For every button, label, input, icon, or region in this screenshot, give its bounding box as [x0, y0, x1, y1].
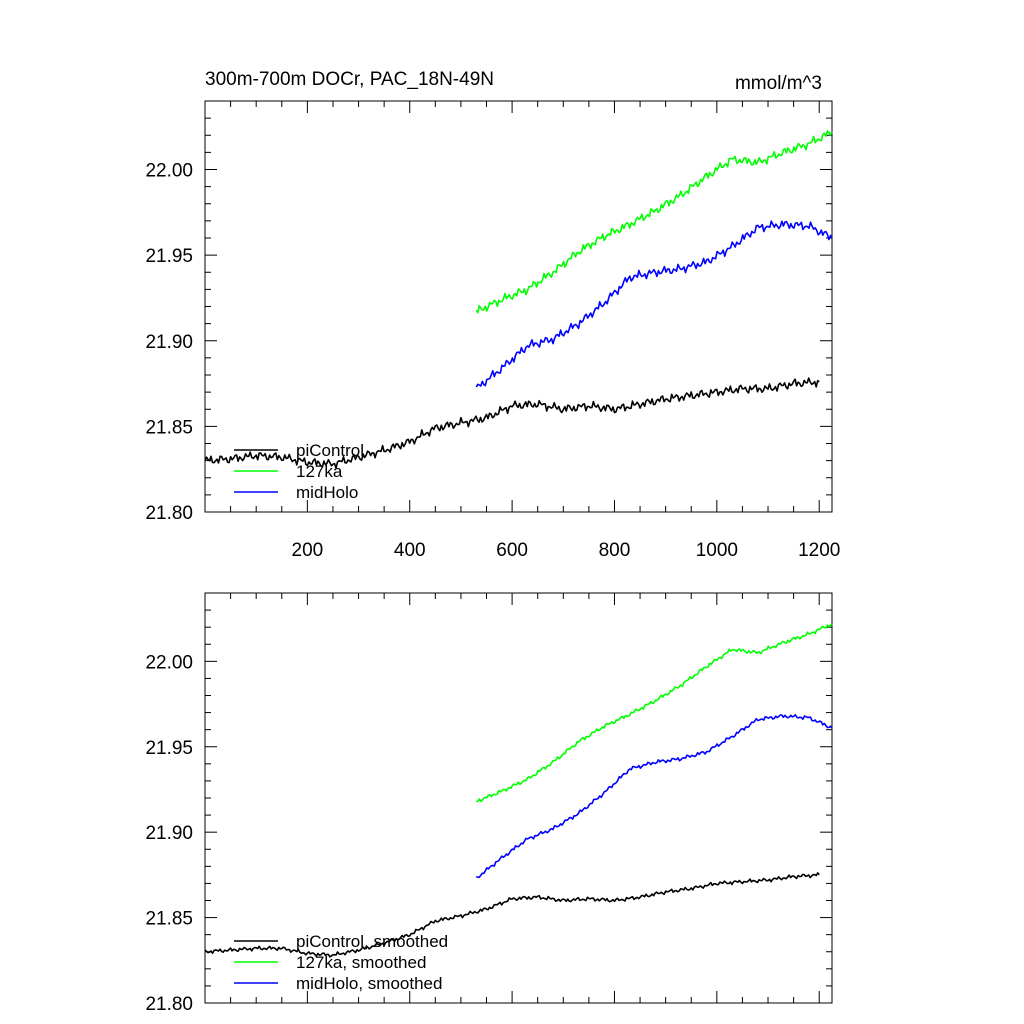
x-tick-label: 200 — [292, 540, 324, 561]
y-tick-label: 21.95 — [145, 738, 193, 759]
y-tick-label: 21.85 — [145, 909, 193, 930]
x-tick-label: 800 — [599, 540, 631, 561]
series-line-3 — [476, 714, 833, 879]
chart-panel-2: 21.80 21.85 21.90 21.95 22.00 piControl, smoo… — [145, 592, 833, 1015]
legend-label: midHolo — [296, 483, 358, 502]
series-line-3 — [475, 220, 833, 388]
legend-label: midHolo, smoothed — [296, 974, 442, 993]
chart-panel-1: 21.80 21.85 21.90 21.95 22.00 200 400 600 800 100… — [145, 69, 840, 561]
y-tick-label: 21.85 — [145, 417, 193, 438]
chart-title: 300m-700m DOCr, PAC_18N-49N — [205, 69, 494, 90]
series-line-1 — [204, 872, 820, 958]
series-line-2 — [475, 130, 833, 314]
legend-label: piControl, smoothed — [296, 932, 448, 951]
legend-label: 127ka — [296, 462, 343, 481]
x-tick-label: 1200 — [798, 540, 840, 561]
y-tick-label: 21.80 — [145, 503, 193, 524]
y-tick-label: 21.90 — [145, 823, 193, 844]
y-tick-label: 22.00 — [145, 161, 193, 182]
chart-units: mmol/m^3 — [735, 73, 822, 94]
series-line-1 — [204, 377, 820, 470]
x-tick-label: 1000 — [696, 540, 738, 561]
x-tick-label: 400 — [394, 540, 426, 561]
y-tick-label: 22.00 — [145, 652, 193, 673]
y-tick-label: 21.95 — [145, 246, 193, 267]
legend-label: 127ka, smoothed — [296, 953, 426, 972]
series-line-2 — [476, 623, 833, 803]
legend-label: piControl — [296, 441, 364, 460]
y-tick-label: 21.90 — [145, 332, 193, 353]
y-tick-label: 21.80 — [145, 994, 193, 1015]
x-tick-label: 600 — [496, 540, 528, 561]
